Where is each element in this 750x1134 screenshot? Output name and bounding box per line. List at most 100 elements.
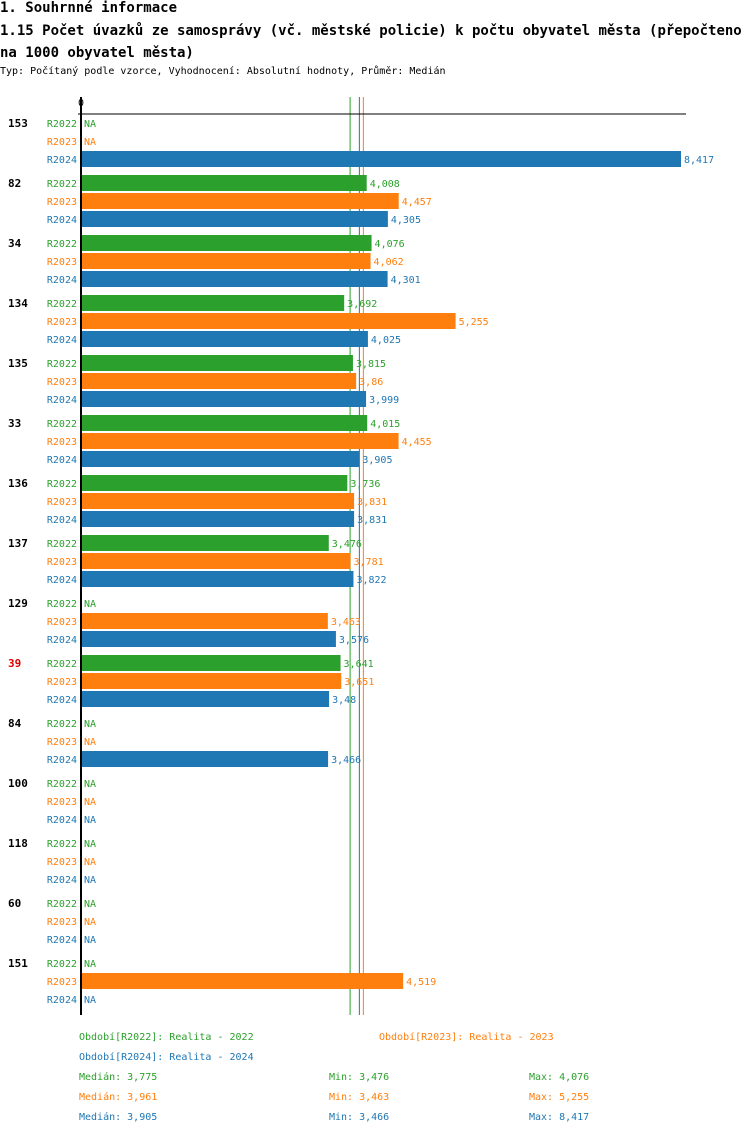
bar bbox=[81, 433, 399, 449]
series-label: R2022 bbox=[47, 899, 77, 910]
bar bbox=[81, 415, 368, 431]
bar bbox=[81, 253, 371, 269]
chart-subtitle: Typ: Počítaný podle vzorce, Vyhodnocení:… bbox=[0, 66, 446, 77]
series-label: R2024 bbox=[47, 575, 77, 586]
series-label: R2022 bbox=[47, 239, 77, 250]
data-label: 4,008 bbox=[370, 179, 400, 190]
legend-entry: Období[R2022]: Realita - 2022 bbox=[79, 1031, 254, 1043]
data-label: 3,86 bbox=[359, 377, 383, 388]
series-label: R2023 bbox=[47, 677, 77, 688]
median-stat: Medián: 3,961 bbox=[79, 1091, 157, 1103]
section-title: 1. Souhrnné informace bbox=[0, 0, 178, 16]
group-label: 100 bbox=[8, 777, 28, 790]
group-label: 33 bbox=[8, 417, 21, 430]
group-label: 60 bbox=[8, 897, 21, 910]
series-label: R2024 bbox=[47, 875, 77, 886]
bar bbox=[81, 331, 368, 347]
group-label: 136 bbox=[8, 477, 28, 490]
data-label: 8,417 bbox=[684, 155, 714, 166]
data-label: 3,576 bbox=[339, 635, 369, 646]
max-stat: Max: 5,255 bbox=[529, 1092, 589, 1103]
data-label: 3,476 bbox=[332, 539, 362, 550]
series-label: R2022 bbox=[47, 959, 77, 970]
bar bbox=[81, 553, 351, 569]
data-label: 3,905 bbox=[362, 455, 392, 466]
legend-entry: Období[R2023]: Realita - 2023 bbox=[379, 1031, 554, 1043]
data-label: 4,301 bbox=[391, 275, 421, 286]
series-label: R2022 bbox=[47, 299, 77, 310]
series-label: R2024 bbox=[47, 275, 77, 286]
series-label: R2023 bbox=[47, 917, 77, 928]
data-label: 3,463 bbox=[331, 617, 361, 628]
bar bbox=[81, 493, 355, 509]
data-label: 5,255 bbox=[459, 317, 489, 328]
bar bbox=[81, 535, 329, 551]
bar bbox=[81, 571, 354, 587]
min-stat: Min: 3,463 bbox=[329, 1092, 389, 1103]
series-label: R2022 bbox=[47, 479, 77, 490]
series-label: R2023 bbox=[47, 497, 77, 508]
bar bbox=[81, 175, 367, 191]
series-label: R2022 bbox=[47, 599, 77, 610]
data-label: 4,062 bbox=[374, 257, 404, 268]
bar bbox=[81, 673, 342, 689]
bar bbox=[81, 391, 367, 407]
bar bbox=[81, 151, 681, 167]
na-label: NA bbox=[84, 875, 96, 886]
na-label: NA bbox=[84, 797, 96, 808]
data-label: 4,076 bbox=[375, 239, 405, 250]
max-stat: Max: 4,076 bbox=[529, 1072, 589, 1083]
series-label: R2023 bbox=[47, 977, 77, 988]
series-label: R2024 bbox=[47, 755, 77, 766]
data-label: 3,831 bbox=[357, 497, 387, 508]
group-label: 82 bbox=[8, 177, 21, 190]
series-label: R2022 bbox=[47, 659, 77, 670]
series-label: R2023 bbox=[47, 137, 77, 148]
data-label: 3,999 bbox=[369, 395, 399, 406]
na-label: NA bbox=[84, 935, 96, 946]
bar bbox=[81, 691, 330, 707]
data-label: 3,815 bbox=[356, 359, 386, 370]
bar bbox=[81, 193, 399, 209]
bar bbox=[81, 451, 360, 467]
max-stat: Max: 8,417 bbox=[529, 1112, 589, 1123]
series-label: R2022 bbox=[47, 179, 77, 190]
series-label: R2023 bbox=[47, 377, 77, 388]
data-label: 4,305 bbox=[391, 215, 421, 226]
data-label: 3,736 bbox=[350, 479, 380, 490]
bar bbox=[81, 475, 348, 491]
na-label: NA bbox=[84, 857, 96, 868]
group-label: 137 bbox=[8, 537, 28, 550]
series-label: R2024 bbox=[47, 635, 77, 646]
data-label: 3,651 bbox=[344, 677, 374, 688]
na-label: NA bbox=[84, 137, 96, 148]
series-label: R2023 bbox=[47, 557, 77, 568]
bar bbox=[81, 751, 329, 767]
data-label: 3,466 bbox=[331, 755, 361, 766]
legend-entry: Období[R2024]: Realita - 2024 bbox=[79, 1051, 254, 1063]
bar bbox=[81, 973, 404, 989]
series-label: R2024 bbox=[47, 395, 77, 406]
na-label: NA bbox=[84, 995, 96, 1006]
group-label: 34 bbox=[8, 237, 22, 250]
series-label: R2024 bbox=[47, 515, 77, 526]
group-label: 129 bbox=[8, 597, 28, 610]
series-label: R2022 bbox=[47, 839, 77, 850]
data-label: 3,781 bbox=[354, 557, 384, 568]
series-label: R2022 bbox=[47, 119, 77, 130]
series-label: R2023 bbox=[47, 437, 77, 448]
series-label: R2023 bbox=[47, 617, 77, 628]
na-label: NA bbox=[84, 719, 96, 730]
series-label: R2023 bbox=[47, 257, 77, 268]
series-label: R2022 bbox=[47, 779, 77, 790]
data-label: 3,822 bbox=[356, 575, 386, 586]
na-label: NA bbox=[84, 815, 96, 826]
series-label: R2023 bbox=[47, 317, 77, 328]
bar bbox=[81, 631, 336, 647]
median-stat: Medián: 3,905 bbox=[79, 1111, 157, 1123]
series-label: R2024 bbox=[47, 815, 77, 826]
bar bbox=[81, 373, 357, 389]
bar bbox=[81, 271, 388, 287]
series-label: R2024 bbox=[47, 155, 77, 166]
